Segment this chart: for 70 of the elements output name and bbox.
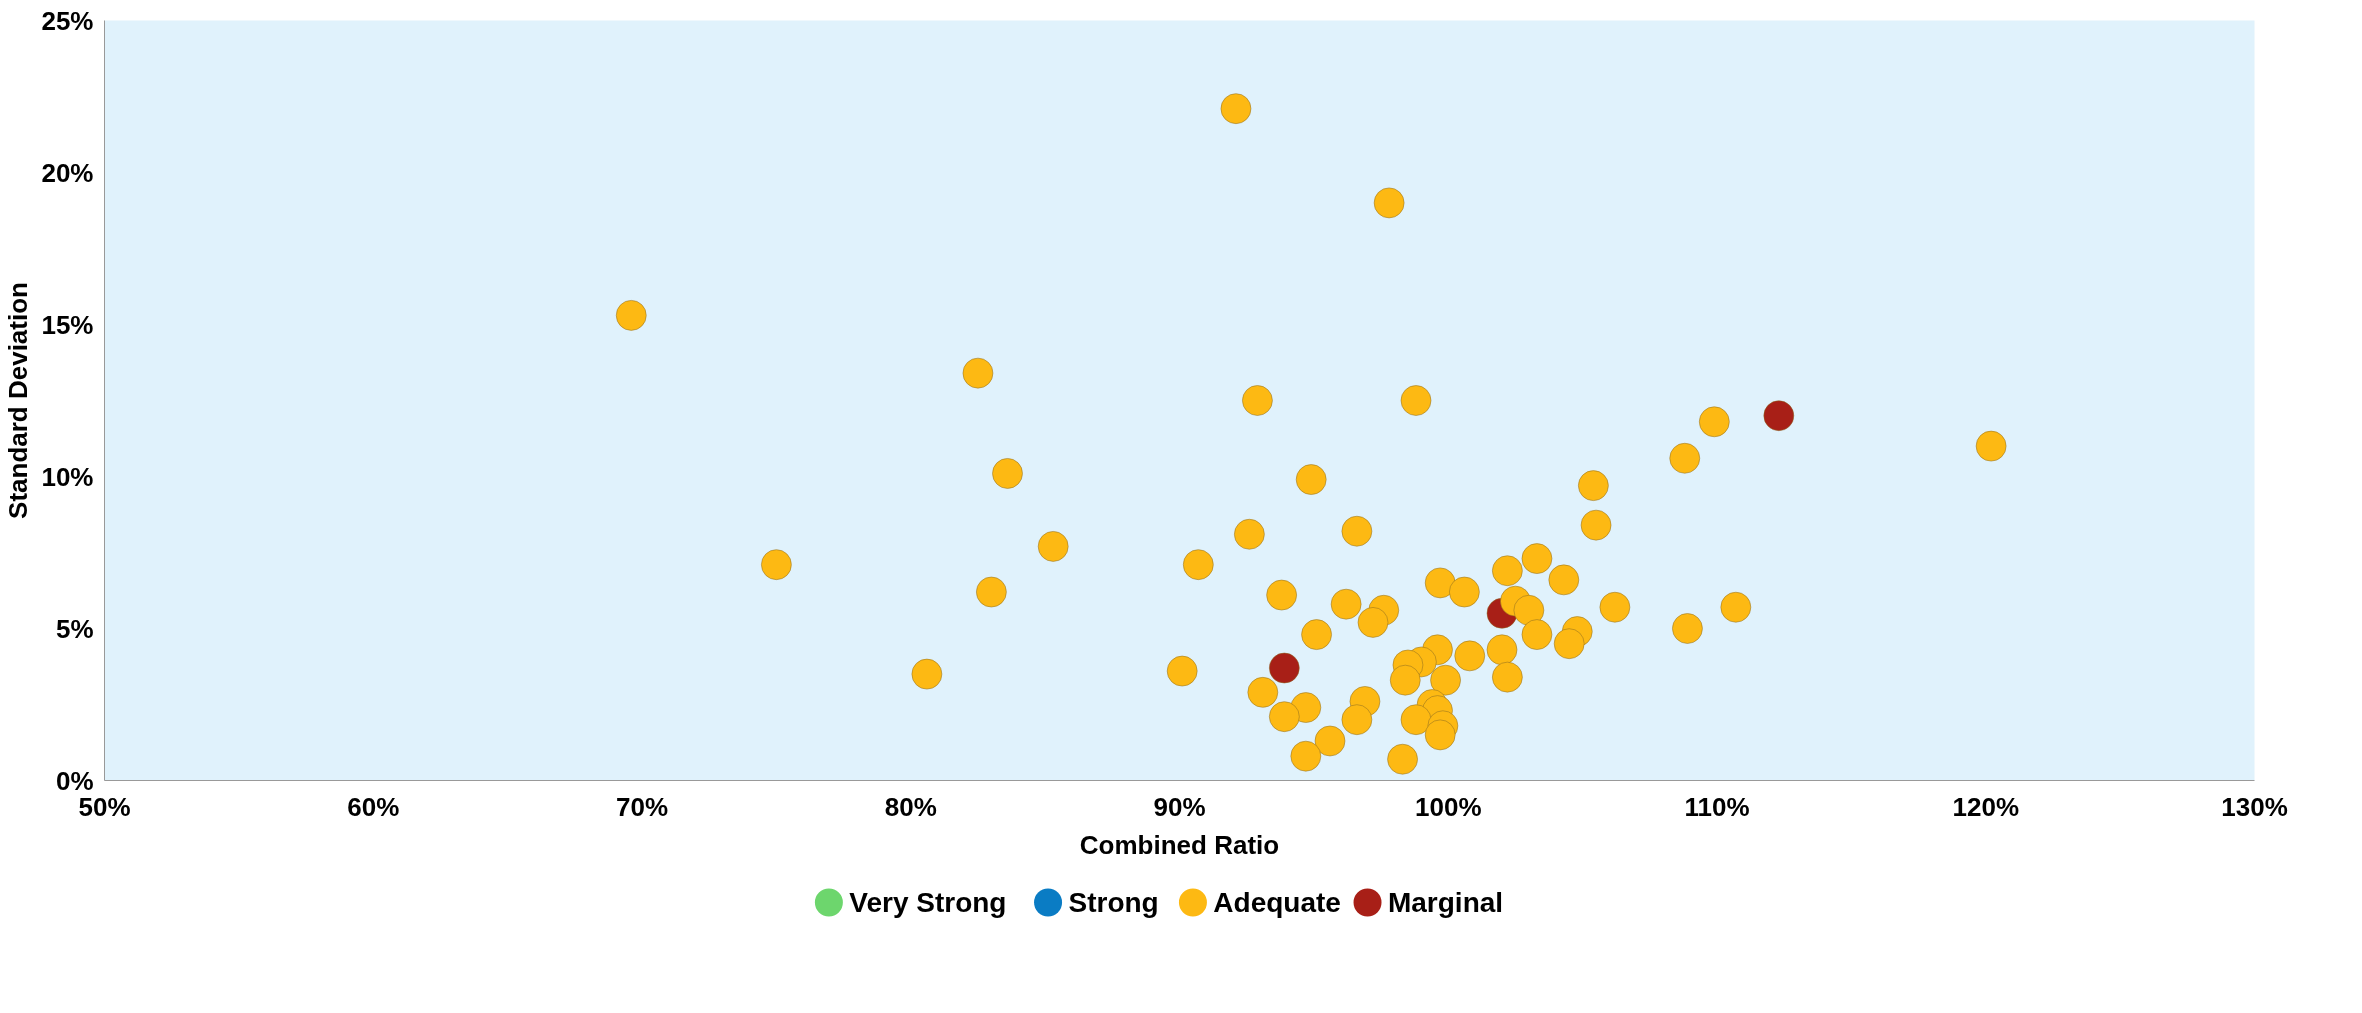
point [1492, 555, 1523, 586]
point [1166, 655, 1198, 687]
point [1290, 740, 1322, 772]
legend-label: Adequate [1213, 887, 1341, 918]
point [1975, 430, 2007, 462]
point [976, 576, 1007, 608]
point [1454, 640, 1485, 672]
y-tick-label: 20% [41, 157, 94, 188]
x-tick-label: 80% [884, 791, 937, 822]
x-tick-label: 70% [615, 791, 669, 822]
y-axis-title: Standard Deviation [3, 282, 34, 519]
x-tick-label: 90% [1153, 791, 1206, 822]
point [1234, 519, 1265, 550]
legend-label: Strong [1068, 887, 1159, 918]
x-axis-title: Combined Ratio [1079, 829, 1280, 860]
point [1341, 516, 1373, 547]
point [1269, 701, 1300, 732]
point [1580, 509, 1612, 541]
point [1247, 677, 1279, 708]
point [1492, 661, 1523, 693]
y-tick-label: 10% [41, 461, 94, 492]
point [1720, 592, 1752, 623]
point [1430, 664, 1461, 696]
point [1220, 93, 1252, 124]
point [1330, 588, 1362, 620]
point [1357, 607, 1389, 638]
point [1390, 664, 1421, 696]
point [911, 658, 943, 690]
point [1699, 406, 1730, 437]
x-tick-label: 110% [1684, 791, 1750, 822]
point [1424, 567, 1456, 599]
x-tick-label: 60% [347, 791, 400, 822]
point [1672, 613, 1703, 644]
point [1295, 464, 1327, 495]
point [761, 549, 792, 580]
point [962, 357, 994, 389]
point [1266, 579, 1297, 611]
point [1763, 400, 1795, 431]
legend-label: Very Strong [849, 887, 1007, 918]
point [1521, 619, 1553, 650]
y-tick-label: 25% [41, 5, 94, 36]
point [1037, 531, 1069, 562]
point [1341, 704, 1373, 735]
point [616, 300, 647, 331]
point [1400, 385, 1432, 416]
point [1387, 744, 1418, 775]
point [1578, 470, 1609, 501]
point [1486, 634, 1518, 665]
point [1521, 543, 1553, 574]
point [1242, 385, 1273, 416]
x-tick-label: 100% [1415, 791, 1482, 822]
point [1373, 187, 1405, 219]
point [1183, 549, 1214, 580]
point [1449, 576, 1480, 608]
point [1599, 592, 1631, 623]
point [1301, 619, 1332, 650]
x-tick-label: 120% [1952, 791, 2019, 822]
point [1553, 628, 1585, 659]
point [1314, 725, 1346, 757]
point [1424, 719, 1456, 751]
point [992, 458, 1023, 489]
point [1513, 595, 1545, 626]
point [1548, 564, 1580, 596]
point [1669, 443, 1700, 474]
y-tick-label: 5% [55, 613, 94, 644]
x-tick-label: 130% [2221, 791, 2288, 822]
point [1269, 652, 1300, 684]
legend-label: Marginal [1387, 887, 1504, 918]
point [1400, 704, 1432, 735]
y-tick-label: 15% [41, 309, 94, 340]
